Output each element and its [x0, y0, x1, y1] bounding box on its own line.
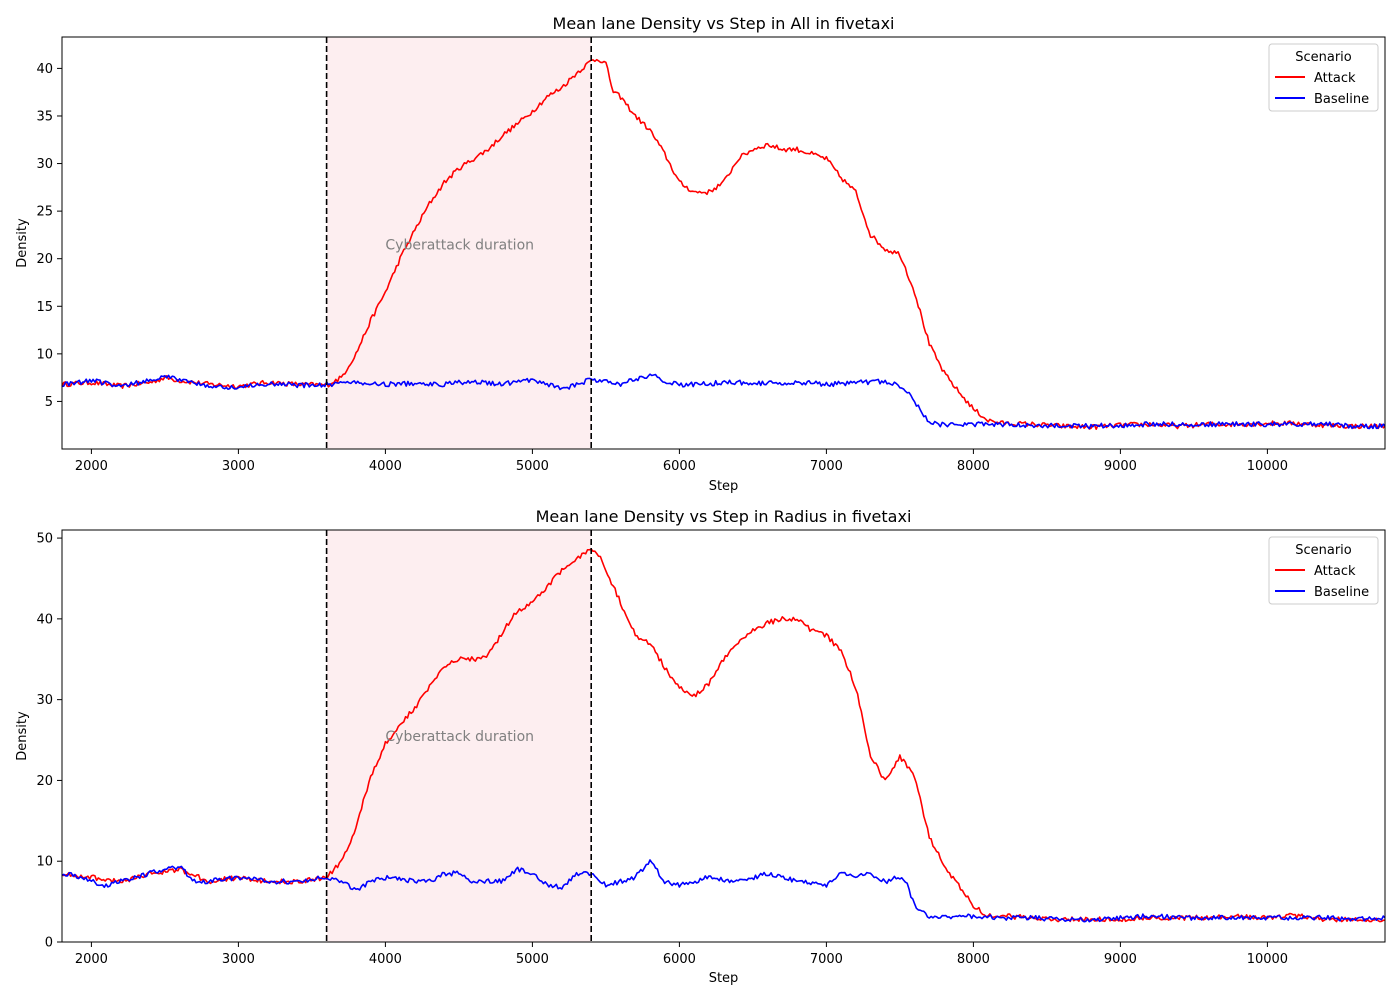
y-tick-label: 5 [45, 395, 53, 410]
legend-title: Scenario [1295, 543, 1352, 558]
annotation-cyberattack-duration: Cyberattack duration [385, 729, 534, 745]
x-tick-label: 4000 [369, 459, 402, 474]
legend-title: Scenario [1295, 50, 1352, 65]
x-axis-label: Step [709, 479, 739, 494]
y-tick-label: 15 [36, 300, 53, 315]
x-tick-label: 9000 [1104, 459, 1137, 474]
x-tick-label: 2000 [75, 952, 108, 967]
y-tick-label: 20 [36, 252, 53, 267]
y-tick-label: 35 [36, 109, 53, 124]
y-axis-label: Density [15, 711, 30, 761]
legend-frame [1268, 43, 1379, 112]
x-tick-label: 3000 [222, 952, 255, 967]
x-tick-label: 8000 [957, 459, 990, 474]
x-tick-label: 9000 [1104, 952, 1137, 967]
y-tick-label: 10 [36, 347, 53, 362]
x-axis-label: Step [709, 971, 739, 986]
legend-label-baseline: Baseline [1314, 92, 1369, 107]
x-tick-label: 2000 [75, 459, 108, 474]
y-tick-label: 40 [36, 62, 53, 77]
y-tick-label: 40 [36, 612, 53, 627]
y-tick-label: 30 [36, 693, 53, 708]
legend: Scenario Attack Baseline [1268, 536, 1379, 605]
x-tick-label: 10000 [1247, 459, 1288, 474]
x-tick-label: 6000 [663, 952, 696, 967]
chart-title: Mean lane Density vs Step in Radius in f… [536, 507, 912, 526]
x-tick-label: 4000 [369, 952, 402, 967]
legend-frame [1268, 536, 1379, 605]
x-tick-label: 3000 [222, 459, 255, 474]
y-tick-label: 10 [36, 855, 53, 870]
legend-label-attack: Attack [1314, 71, 1356, 86]
y-tick-label: 50 [36, 532, 53, 547]
legend-label-attack: Attack [1314, 564, 1356, 579]
x-tick-label: 6000 [663, 459, 696, 474]
plot-frame [61, 36, 1386, 450]
legend: Scenario Attack Baseline [1268, 43, 1379, 112]
series-line-baseline [61, 373, 1386, 430]
y-tick-label: 20 [36, 774, 53, 789]
y-axis-label: Density [15, 218, 30, 268]
plot-frame [61, 529, 1386, 943]
x-tick-label: 5000 [516, 459, 549, 474]
x-tick-label: 7000 [810, 459, 843, 474]
x-tick-label: 7000 [810, 952, 843, 967]
x-tick-label: 10000 [1247, 952, 1288, 967]
series-line-baseline [61, 859, 1386, 923]
chart-radius: 2000 3000 4000 5000 6000 7000 8000 9000 10000 0 10… [15, 507, 1386, 986]
y-tick-label: 0 [45, 936, 53, 951]
y-tick-label: 25 [36, 205, 53, 220]
y-tick-label: 30 [36, 157, 53, 172]
x-tick-label: 8000 [957, 952, 990, 967]
x-tick-label: 5000 [516, 952, 549, 967]
chart-title: Mean lane Density vs Step in All in five… [553, 14, 895, 33]
legend-label-baseline: Baseline [1314, 585, 1369, 600]
annotation-cyberattack-duration: Cyberattack duration [385, 237, 534, 253]
chart-all: 2000 3000 4000 5000 6000 7000 8000 9000 10000 5 10… [15, 14, 1386, 494]
